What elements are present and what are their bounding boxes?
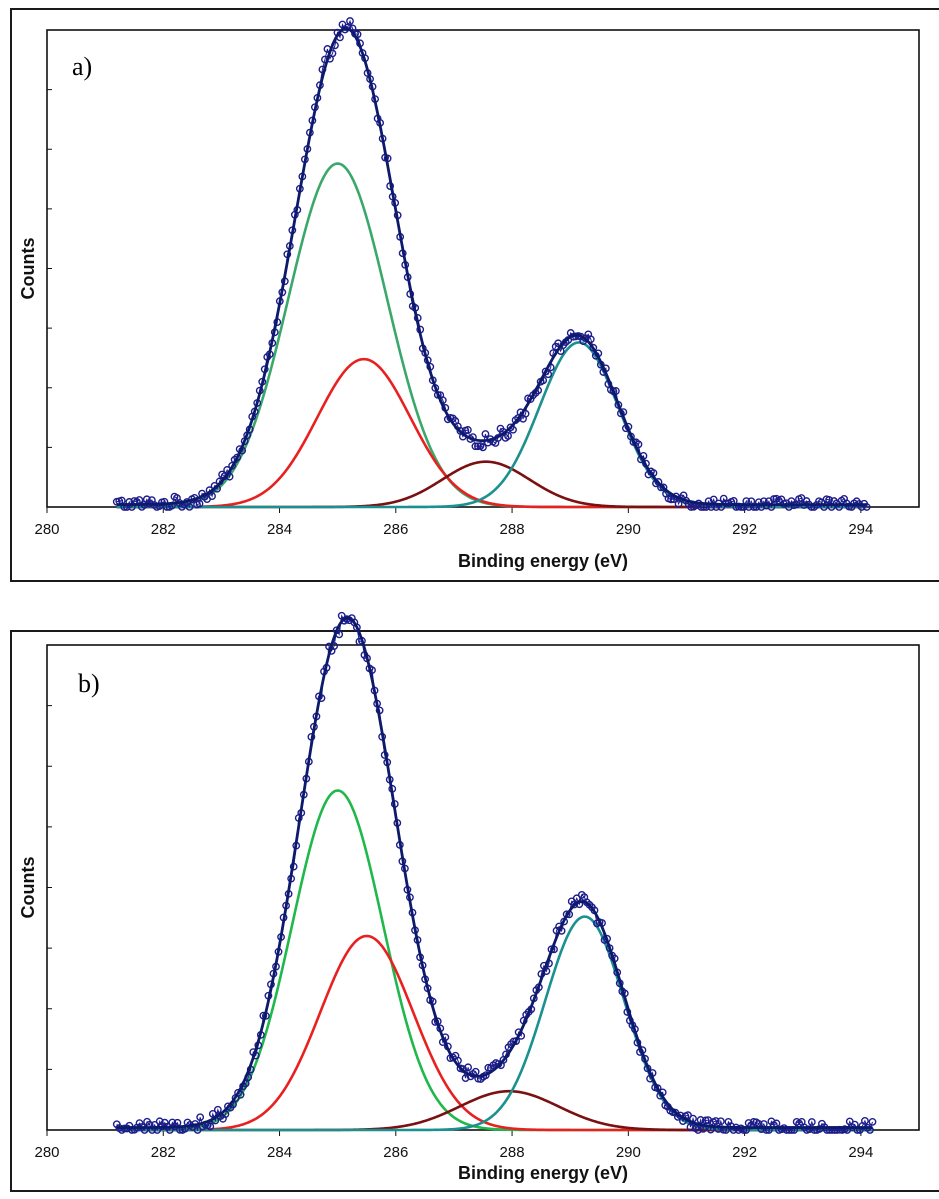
- data-point: [807, 1118, 816, 1126]
- data-point: [463, 426, 472, 434]
- data-point: [686, 1123, 695, 1131]
- plot-frame: [46, 644, 920, 1131]
- chart-panel-a: 280 282 284 286 288 290 292 294 Binding energy (…: [10, 8, 939, 582]
- data-points: [112, 611, 877, 1134]
- data-point: [711, 1117, 720, 1125]
- data-point: [352, 623, 361, 632]
- x-tick-label: 286: [383, 521, 408, 538]
- data-point: [868, 1117, 877, 1126]
- data-point: [206, 1122, 215, 1131]
- x-tick-label: 288: [500, 1144, 525, 1161]
- data-point: [672, 492, 680, 501]
- data-point: [479, 443, 487, 452]
- chart-b-svg: 280 282 284 286 288 290 292 294 Binding energy (…: [18, 611, 920, 1183]
- data-point: [208, 492, 216, 501]
- envelope-fit: [116, 26, 867, 507]
- component-peak-4: [116, 915, 873, 1132]
- y-axis-title: Counts: [18, 238, 38, 300]
- x-axis-title: Binding energy (eV): [458, 1163, 628, 1183]
- x-tick-label: 290: [616, 521, 641, 538]
- raw-trace: [116, 614, 873, 1132]
- data-point: [464, 1063, 472, 1072]
- raw-trace: [116, 19, 868, 509]
- chart-a-svg: 280 282 284 286 288 290 292 294 Binding energy (…: [18, 17, 920, 571]
- data-point: [481, 430, 490, 438]
- data-point: [346, 17, 354, 25]
- x-tick-label: 294: [848, 1144, 873, 1161]
- envelope-fit: [116, 616, 873, 1129]
- data-point: [193, 1126, 202, 1134]
- x-tick-label: 284: [267, 521, 292, 538]
- panel-label: b): [78, 669, 100, 698]
- component-peak-2: [116, 357, 867, 509]
- data-point: [233, 453, 242, 462]
- data-point: [196, 1113, 205, 1122]
- data-point: [653, 1084, 662, 1093]
- x-tick-label: 282: [151, 1144, 176, 1161]
- chart-panel-b: 280 282 284 286 288 290 292 294 Binding energy (…: [10, 611, 939, 1192]
- data-point: [185, 502, 194, 511]
- data-point: [208, 1109, 217, 1118]
- component-peak-1: [116, 789, 873, 1132]
- data-point: [709, 495, 718, 504]
- data-point: [861, 1116, 869, 1125]
- x-tick-label: 292: [732, 1144, 757, 1161]
- panel-label: a): [72, 52, 92, 81]
- x-axis-title: Binding energy (eV): [458, 551, 628, 571]
- component-peak-1: [116, 162, 867, 509]
- data-point: [659, 483, 668, 492]
- data-point: [716, 1117, 725, 1126]
- y-axis-title: Counts: [18, 857, 38, 919]
- x-tick-label: 284: [267, 1144, 292, 1161]
- x-tick-label: 294: [848, 521, 873, 538]
- component-peak-4: [116, 341, 867, 509]
- x-tick-label: 280: [34, 521, 59, 538]
- data-point: [461, 1074, 470, 1082]
- component-peak-2: [116, 934, 873, 1132]
- x-tick-label: 288: [500, 521, 525, 538]
- data-points: [112, 17, 871, 511]
- data-point: [694, 1126, 702, 1134]
- x-tick-label: 286: [383, 1144, 408, 1161]
- data-point: [696, 1116, 705, 1124]
- data-point: [213, 1105, 222, 1114]
- x-tick-label: 280: [34, 1144, 59, 1161]
- x-tick-label: 290: [616, 1144, 641, 1161]
- x-tick-label: 282: [151, 521, 176, 538]
- x-tick-label: 292: [732, 521, 757, 538]
